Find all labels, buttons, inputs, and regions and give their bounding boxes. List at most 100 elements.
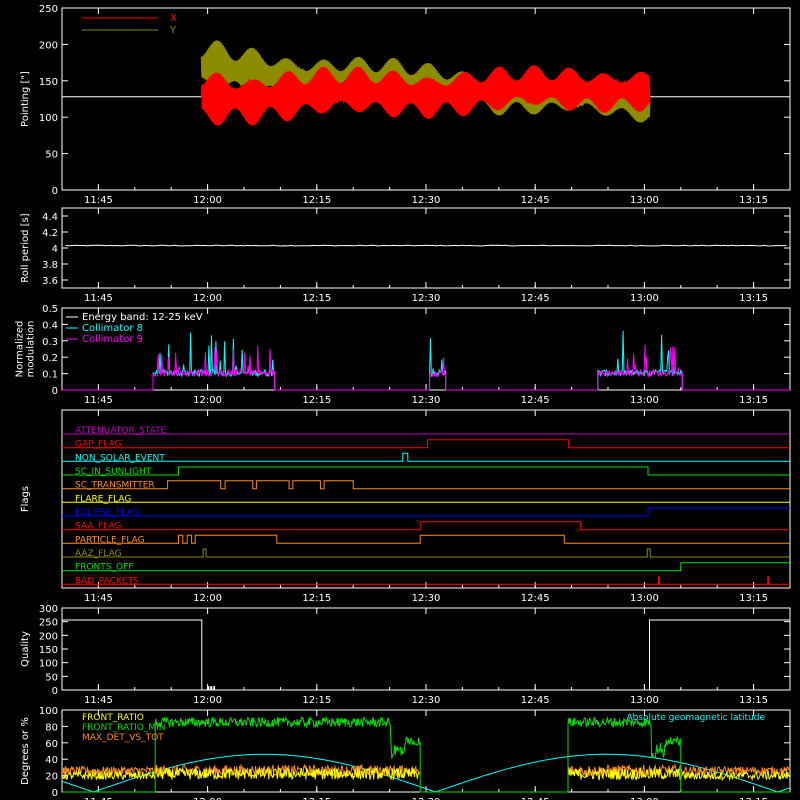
x-tick-label: 13:15 xyxy=(739,797,768,800)
flag-label: NON_SOLAR_EVENT xyxy=(75,453,165,463)
x-tick-label: 12:00 xyxy=(193,195,222,206)
y-tick-label: 150 xyxy=(39,77,58,88)
y-tick-label: 300 xyxy=(39,604,58,615)
fronts-series-front-ratio-min xyxy=(62,715,790,793)
x-tick-label: 13:15 xyxy=(739,593,768,604)
x-tick-label: 11:45 xyxy=(84,293,113,304)
y-tick-label: 60 xyxy=(45,739,58,750)
y-axis-label: Normalized xyxy=(15,321,26,378)
legend-label: FRONT_RATIO xyxy=(82,713,144,723)
legend-label: X xyxy=(170,13,177,24)
panel-flags: 11:45 12:00 12:15 12:30 12:45 13:00 13:15 Flags… xyxy=(20,409,791,604)
y-tick-label: 4.2 xyxy=(42,228,58,239)
x-tick-label: 12:00 xyxy=(193,695,222,706)
legend-label: Collimator 8 xyxy=(82,323,143,334)
y-tick-label: 0 xyxy=(52,386,58,397)
x-tick-label: 13:00 xyxy=(630,695,659,706)
y-tick-label: 50 xyxy=(45,150,58,161)
flag-label: ATTENUATOR_STATE xyxy=(75,426,167,436)
x-tick-label: 12:15 xyxy=(302,797,331,800)
x-tick-label: 11:45 xyxy=(84,395,113,406)
x-tick-label: 13:00 xyxy=(630,293,659,304)
x-tick-label: 12:30 xyxy=(412,695,441,706)
y-tick-label: 250 xyxy=(39,618,58,629)
flag-line-sc-in-sunlight xyxy=(62,466,790,476)
x-tick-label: 12:30 xyxy=(412,195,441,206)
x-tick-label: 12:45 xyxy=(521,593,550,604)
flag-label: GAP_FLAG xyxy=(75,440,121,450)
y-axis-label: Roll period [s] xyxy=(20,213,31,282)
x-tick-label: 12:45 xyxy=(521,395,550,406)
y-tick-label: 40 xyxy=(45,755,58,766)
x-tick-label: 12:00 xyxy=(193,293,222,304)
panel-roll: 11:45 12:00 12:15 12:30 12:45 13:00 13:15 3.6 3.… xyxy=(20,207,791,304)
x-tick-label: 12:45 xyxy=(521,797,550,800)
flag-line-non-solar-event xyxy=(62,452,790,462)
flag-line-eclipse-flag xyxy=(62,507,790,517)
x-tick-label: 13:00 xyxy=(630,797,659,800)
pointing-series-X xyxy=(200,65,651,126)
x-tick-label: 13:15 xyxy=(739,395,768,406)
flag-label: SAA_FLAG xyxy=(75,522,121,532)
legend-label: MAX_DET_VS_TOT xyxy=(82,733,164,743)
y-tick-label: 100 xyxy=(39,113,58,124)
y-tick-label: 0.4 xyxy=(42,320,58,331)
panel-group: 11:45 12:00 12:15 12:30 12:45 13:00 13:15 0 50 10… xyxy=(15,4,791,800)
y-tick-label: 200 xyxy=(39,40,58,51)
flag-label: BAD_PACKETS xyxy=(75,576,139,586)
x-tick-label: 12:15 xyxy=(302,593,331,604)
x-tick-label: 12:30 xyxy=(412,593,441,604)
y-tick-label: 0 xyxy=(52,686,58,697)
legend-label: Collimator 9 xyxy=(82,334,143,345)
modulation-series-collimator-9 xyxy=(62,344,790,391)
x-tick-label: 13:00 xyxy=(630,593,659,604)
x-tick-label: 13:15 xyxy=(739,195,768,206)
x-tick-label: 11:45 xyxy=(84,593,113,604)
y-tick-label: 4 xyxy=(52,244,58,255)
y-tick-label: 3.6 xyxy=(42,276,58,287)
y-tick-label: 100 xyxy=(39,706,58,717)
flag-label: SC_TRANSMITTER xyxy=(75,481,155,491)
fronts-series-front-ratio xyxy=(567,766,790,782)
x-tick-label: 12:45 xyxy=(521,695,550,706)
y-tick-label: 250 xyxy=(39,4,58,15)
flag-label: AAZ_FLAG xyxy=(75,549,122,559)
flag-line-fronts-off xyxy=(62,562,790,572)
fronts-series-front-ratio xyxy=(61,766,420,782)
y-tick-label: 3.8 xyxy=(42,260,58,271)
y-tick-label: 0 xyxy=(52,186,58,197)
y-axis-label: Degrees or % xyxy=(20,717,31,785)
flag-label: FLARE_FLAG xyxy=(75,494,131,504)
flag-label: FRONTS_OFF xyxy=(75,563,133,573)
x-tick-label: 11:45 xyxy=(84,195,113,206)
flag-line-sc-transmitter xyxy=(62,480,790,490)
y-tick-label: 4.4 xyxy=(42,212,58,223)
flag-line-saa-flag xyxy=(62,521,790,531)
y-tick-label: 0 xyxy=(52,788,58,799)
x-tick-label: 12:30 xyxy=(412,395,441,406)
y-tick-label: 0.3 xyxy=(42,337,58,348)
panel-quality: 11:45 12:00 12:15 12:30 12:45 13:00 13:15 0 50 10… xyxy=(20,604,791,706)
geomagnetic-latitude-line xyxy=(61,753,791,793)
y-tick-label: 50 xyxy=(45,672,58,683)
x-tick-label: 12:45 xyxy=(521,293,550,304)
x-tick-label: 12:00 xyxy=(193,593,222,604)
x-tick-label: 13:00 xyxy=(630,395,659,406)
x-tick-label: 12:00 xyxy=(193,797,222,800)
panel-modulation: 11:45 12:00 12:15 12:30 12:45 13:00 13:15 0 0.1 0… xyxy=(15,304,791,406)
y-tick-label: 0.5 xyxy=(42,304,58,315)
y-tick-label: 0.2 xyxy=(42,353,58,364)
y-tick-label: 80 xyxy=(45,722,58,733)
x-tick-label: 12:15 xyxy=(302,695,331,706)
legend-label: Energy band: 12-25 keV xyxy=(82,312,203,323)
x-tick-label: 12:30 xyxy=(412,797,441,800)
quality-line xyxy=(62,619,790,691)
legend-label-latitude: Absolute geomagnetic latitude xyxy=(626,713,765,723)
y-axis-label: Pointing ["] xyxy=(20,71,31,127)
x-tick-label: 13:15 xyxy=(739,293,768,304)
y-tick-label: 200 xyxy=(39,631,58,642)
x-tick-label: 13:00 xyxy=(630,195,659,206)
panel-pointing: 11:45 12:00 12:15 12:30 12:45 13:00 13:15 0 50 10… xyxy=(20,4,791,206)
